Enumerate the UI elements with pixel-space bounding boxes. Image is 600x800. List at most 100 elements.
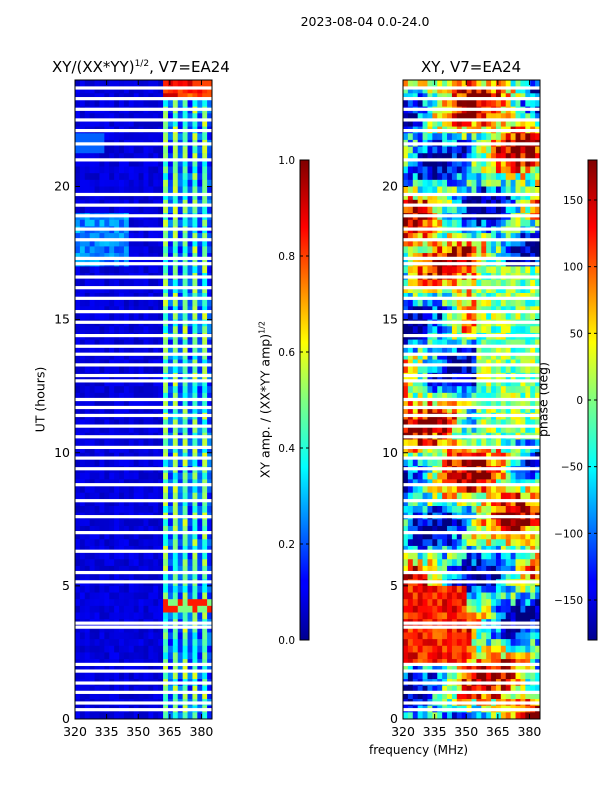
heatmap-cell — [163, 253, 169, 261]
heatmap-cell — [471, 339, 477, 347]
heatmap-cell — [481, 253, 487, 261]
heatmap-cell — [172, 559, 179, 567]
heatmap-cell — [138, 712, 144, 720]
heatmap-cell — [520, 153, 526, 161]
heatmap-cell — [476, 426, 482, 434]
heatmap-cell — [182, 186, 188, 194]
heatmap-cell — [481, 386, 487, 394]
heatmap-cell — [197, 452, 203, 460]
heatmap-cell — [437, 352, 443, 360]
heatmap-cell — [158, 346, 164, 354]
heatmap-cell — [427, 392, 433, 400]
heatmap-cell — [172, 266, 179, 274]
heatmap-cell — [476, 306, 482, 314]
heatmap-cell — [505, 186, 512, 194]
heatmap-cell — [75, 545, 81, 553]
heatmap-cell — [535, 299, 541, 307]
heatmap-cell — [109, 479, 115, 487]
heatmap-cell — [153, 452, 159, 460]
heatmap-cell — [471, 286, 477, 294]
heatmap-cell — [123, 479, 130, 487]
heatmap-cell — [505, 326, 512, 334]
heatmap-cell — [437, 585, 443, 593]
heatmap-cell — [109, 672, 115, 680]
heatmap-cell — [143, 499, 149, 507]
heatmap-cell — [437, 286, 443, 294]
heatmap-cell — [104, 253, 110, 261]
heatmap-cell — [104, 499, 110, 507]
heatmap-cell — [148, 486, 154, 494]
heatmap-cell — [530, 279, 536, 287]
heatmap-cell — [407, 352, 414, 360]
heatmap-cell — [163, 93, 169, 101]
heatmap-cell — [123, 266, 130, 274]
heatmap-cell — [94, 639, 100, 647]
heatmap-cell — [515, 406, 521, 414]
heatmap-cell — [75, 525, 81, 534]
heatmap-cell — [123, 80, 130, 88]
heatmap-cell — [510, 366, 516, 374]
heatmap-cell — [520, 599, 526, 607]
heatmap-cell — [167, 219, 174, 227]
heatmap-cell — [466, 419, 472, 427]
heatmap-cell — [187, 286, 193, 294]
flagged-row — [75, 499, 212, 503]
heatmap-cell — [138, 685, 144, 693]
heatmap-cell — [123, 233, 130, 241]
heatmap-cell — [177, 339, 184, 347]
heatmap-cell — [182, 459, 188, 467]
heatmap-cell — [466, 113, 472, 121]
heatmap-cell — [163, 446, 169, 454]
heatmap-cell — [153, 359, 159, 367]
heatmap-cell — [437, 612, 443, 620]
heatmap-cell — [148, 346, 154, 354]
heatmap-cell — [471, 599, 477, 607]
heatmap-cell — [172, 352, 179, 360]
heatmap-cell — [172, 652, 179, 660]
heatmap-cell — [138, 339, 144, 347]
heatmap-cell — [505, 452, 512, 460]
heatmap-cell — [158, 452, 164, 460]
heatmap-cell — [535, 452, 541, 460]
heatmap-cell — [437, 199, 443, 207]
heatmap-cell — [104, 379, 110, 387]
heatmap-cell — [172, 286, 179, 294]
heatmap-cell — [525, 253, 531, 261]
heatmap-cell — [75, 625, 81, 633]
heatmap-cell — [158, 80, 164, 88]
heatmap-cell — [447, 253, 453, 261]
heatmap-cell — [471, 306, 477, 314]
heatmap-cell — [207, 599, 213, 607]
heatmap-cell — [447, 113, 453, 121]
heatmap-cell — [133, 239, 139, 247]
heatmap-cell — [422, 219, 428, 227]
heatmap-cell — [495, 406, 502, 414]
heatmap-cell — [407, 86, 414, 94]
heatmap-cell — [447, 239, 453, 247]
heatmap-cell — [427, 492, 433, 500]
heatmap-cell — [84, 419, 91, 427]
heatmap-cell — [153, 685, 159, 693]
heatmap-cell — [133, 399, 139, 407]
heatmap-cell — [491, 492, 497, 500]
heatmap-cell — [442, 585, 448, 593]
heatmap-cell — [167, 539, 174, 547]
heatmap-cell — [197, 312, 203, 321]
heatmap-cell — [442, 379, 448, 387]
heatmap-cell — [94, 93, 100, 101]
heatmap-cell — [94, 392, 100, 400]
heatmap-cell — [417, 80, 423, 88]
heatmap-cell — [114, 326, 120, 334]
heatmap-cell — [525, 472, 531, 480]
heatmap-cell — [192, 179, 198, 187]
heatmap-cell — [495, 532, 502, 540]
heatmap-cell — [412, 266, 419, 274]
heatmap-cell — [158, 293, 164, 301]
heatmap-cell — [471, 153, 477, 161]
heatmap-cell — [153, 253, 159, 261]
heatmap-cell — [437, 233, 443, 241]
heatmap-cell — [79, 712, 86, 720]
heatmap-cell — [432, 299, 438, 307]
heatmap-cell — [192, 199, 198, 207]
heatmap-cell — [427, 293, 433, 301]
